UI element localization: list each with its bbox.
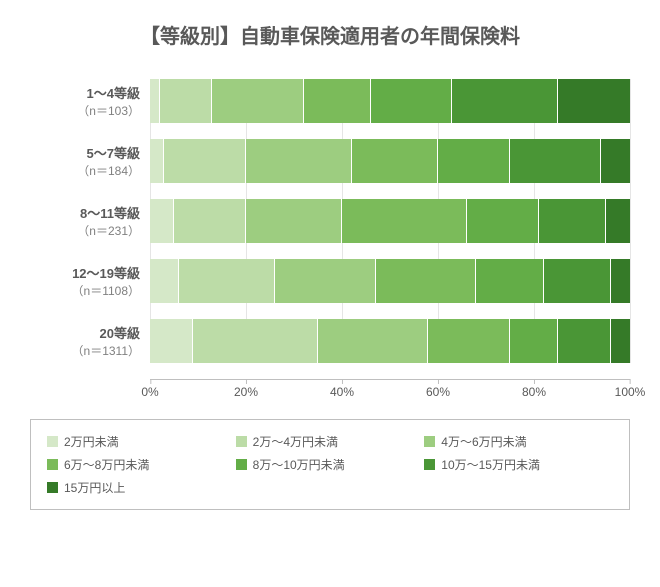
axis-tick-label: 80% xyxy=(522,385,546,399)
bar-segment xyxy=(476,259,543,303)
bar-segment xyxy=(611,259,630,303)
bar-segment xyxy=(467,199,539,243)
bar-segment xyxy=(246,199,342,243)
legend-label: 15万円以上 xyxy=(64,479,125,496)
axis-tick: 0% xyxy=(141,379,158,399)
axis-tick-label: 100% xyxy=(615,385,646,399)
bar-segment xyxy=(428,319,510,363)
bar-segment xyxy=(179,259,275,303)
bar xyxy=(150,139,630,183)
category-label: 5〜7等級（n＝184） xyxy=(30,143,150,179)
bar-segment xyxy=(164,139,246,183)
legend-item: 15万円以上 xyxy=(47,476,236,499)
category-label-n: （n＝184） xyxy=(30,162,140,179)
category-label: 20等級（n＝1311） xyxy=(30,323,150,359)
bar-segment xyxy=(558,319,611,363)
category-label-n: （n＝1108） xyxy=(30,282,140,299)
bar-segment xyxy=(510,139,601,183)
category-label: 12〜19等級（n＝1108） xyxy=(30,263,150,299)
chart-area: 1〜4等級（n＝103） 5〜7等級（n＝184） 8〜11等級（n＝231） 12〜… xyxy=(30,79,630,401)
legend-item: 10万〜15万円未満 xyxy=(424,453,613,476)
bar-segment xyxy=(544,259,611,303)
bar-segment xyxy=(150,259,179,303)
legend-label: 4万〜6万円未満 xyxy=(441,433,526,450)
bar-segment xyxy=(611,319,630,363)
axis-tick-label: 20% xyxy=(234,385,258,399)
bar-row: 20等級（n＝1311） xyxy=(30,319,630,363)
bar-segment xyxy=(150,139,164,183)
legend-swatch xyxy=(236,459,247,470)
category-label-main: 8〜11等級 xyxy=(30,203,140,222)
axis-tick-label: 60% xyxy=(426,385,450,399)
bar-segment xyxy=(438,139,510,183)
axis-tick: 100% xyxy=(615,379,646,399)
legend-item: 2万〜4万円未満 xyxy=(236,430,425,453)
category-label-main: 12〜19等級 xyxy=(30,263,140,282)
category-label: 1〜4等級（n＝103） xyxy=(30,83,150,119)
legend-item: 8万〜10万円未満 xyxy=(236,453,425,476)
bar xyxy=(150,259,630,303)
category-label-main: 1〜4等級 xyxy=(30,83,140,102)
category-label-n: （n＝1311） xyxy=(30,342,140,359)
bar-segment xyxy=(193,319,318,363)
bar-segment xyxy=(539,199,606,243)
legend-swatch xyxy=(47,459,58,470)
legend-label: 6万〜8万円未満 xyxy=(64,456,149,473)
gridline xyxy=(630,79,631,363)
legend-label: 8万〜10万円未満 xyxy=(253,456,345,473)
bar-segment xyxy=(342,199,467,243)
bar-segment xyxy=(318,319,428,363)
category-label-main: 5〜7等級 xyxy=(30,143,140,162)
bar-segment xyxy=(376,259,477,303)
chart-title: 【等級別】自動車保険適用者の年間保険料 xyxy=(30,20,630,49)
bar-segment xyxy=(160,79,213,123)
bar-segment xyxy=(558,79,630,123)
bar-segment xyxy=(352,139,438,183)
bar-row: 12〜19等級（n＝1108） xyxy=(30,259,630,303)
x-axis: 0%20%40%60%80%100% xyxy=(30,379,630,401)
legend-label: 2万〜4万円未満 xyxy=(253,433,338,450)
bar-segment xyxy=(212,79,303,123)
bar-segment xyxy=(304,79,371,123)
legend-label: 2万円未満 xyxy=(64,433,119,450)
bar-segment xyxy=(150,199,174,243)
category-label-n: （n＝103） xyxy=(30,102,140,119)
bar-segment xyxy=(606,199,630,243)
bar-row: 8〜11等級（n＝231） xyxy=(30,199,630,243)
bar-row: 1〜4等級（n＝103） xyxy=(30,79,630,123)
legend-item: 2万円未満 xyxy=(47,430,236,453)
legend-swatch xyxy=(236,436,247,447)
bar xyxy=(150,319,630,363)
legend-swatch xyxy=(47,482,58,493)
legend: 2万円未満 2万〜4万円未満 4万〜6万円未満 6万〜8万円未満 8万〜10万円未満 10… xyxy=(30,419,630,510)
bar-segment xyxy=(174,199,246,243)
legend-swatch xyxy=(47,436,58,447)
bar-segment xyxy=(150,319,193,363)
category-label-main: 20等級 xyxy=(30,323,140,342)
bar-row: 5〜7等級（n＝184） xyxy=(30,139,630,183)
axis-tick-label: 40% xyxy=(330,385,354,399)
bar-segment xyxy=(371,79,453,123)
legend-item: 6万〜8万円未満 xyxy=(47,453,236,476)
bar xyxy=(150,79,630,123)
bar-segment xyxy=(510,319,558,363)
axis-tick: 80% xyxy=(522,379,546,399)
bar xyxy=(150,199,630,243)
legend-item: 4万〜6万円未満 xyxy=(424,430,613,453)
axis-tick: 40% xyxy=(330,379,354,399)
legend-label: 10万〜15万円未満 xyxy=(441,456,540,473)
bar-segment xyxy=(246,139,352,183)
category-label: 8〜11等級（n＝231） xyxy=(30,203,150,239)
axis-tick: 60% xyxy=(426,379,450,399)
category-label-n: （n＝231） xyxy=(30,222,140,239)
bar-segment xyxy=(601,139,630,183)
bar-segment xyxy=(150,79,160,123)
bar-segment xyxy=(275,259,376,303)
legend-swatch xyxy=(424,436,435,447)
axis-tick-label: 0% xyxy=(141,385,158,399)
axis-tick: 20% xyxy=(234,379,258,399)
bar-segment xyxy=(452,79,558,123)
plot-region: 1〜4等級（n＝103） 5〜7等級（n＝184） 8〜11等級（n＝231） 12〜… xyxy=(30,79,630,363)
legend-swatch xyxy=(424,459,435,470)
